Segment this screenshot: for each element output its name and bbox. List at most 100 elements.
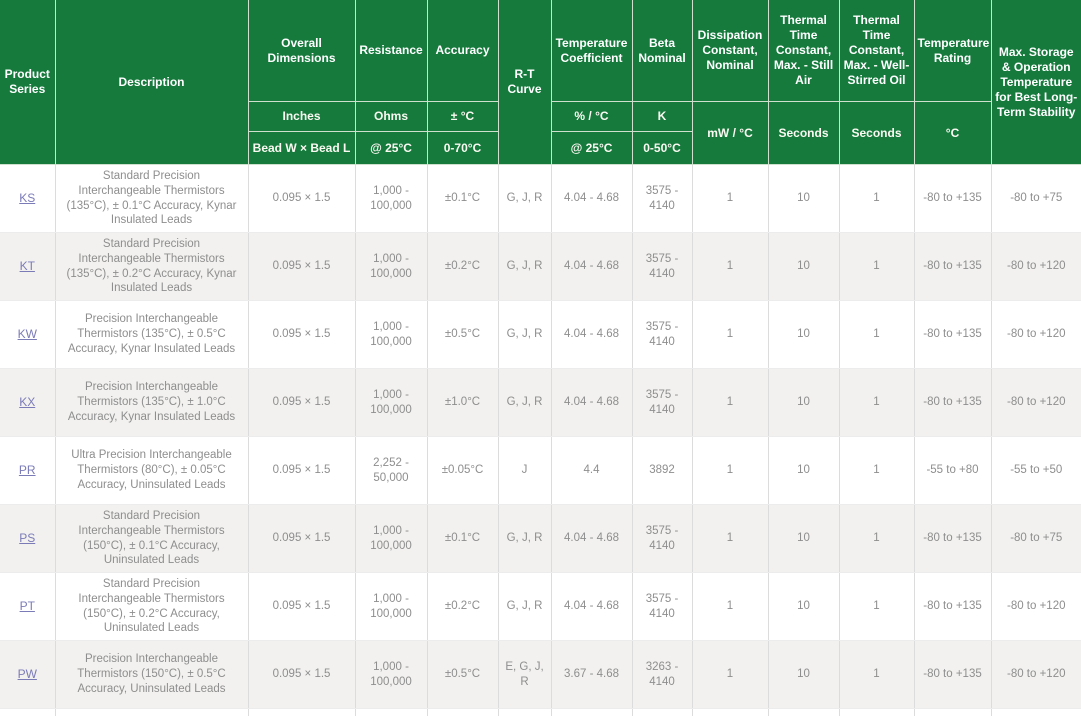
subheader-temp-rating-unit: °C: [913, 101, 991, 165]
product-series-cell: PS: [0, 504, 56, 573]
dimensions-cell: 0.095 × 1.5: [248, 368, 356, 437]
ttc-stirred-oil-cell: 1: [839, 640, 915, 709]
subheader-overall-unit: Inches: [248, 101, 356, 132]
table-header: Product Series Description Overall Dimen…: [0, 0, 1081, 165]
description-cell: Precision Interchangeable Thermistors (1…: [55, 368, 249, 437]
rt-curve-cell: G, J, R: [498, 504, 552, 573]
product-series-link[interactable]: PR: [18, 462, 36, 477]
table-row: KW Precision Interchangeable Thermistors…: [0, 300, 1081, 369]
beta-nominal-cell: 3263 - 4140: [632, 708, 693, 716]
ttc-still-air-cell: 10: [768, 368, 840, 437]
ttc-stirred-oil-cell: 1: [839, 164, 915, 233]
max-storage-cell: -55 to +50: [991, 436, 1081, 505]
accuracy-cell: ±0.2°C: [427, 572, 499, 641]
dissipation-cell: 1: [692, 164, 769, 233]
subheader-resistance-unit: Ohms: [354, 101, 428, 132]
dimensions-cell: 0.095 × 1.5: [248, 572, 356, 641]
product-series-link[interactable]: KW: [17, 326, 37, 341]
product-series-link[interactable]: KT: [19, 258, 35, 273]
product-series-cell: PR: [0, 436, 56, 505]
product-series-cell: PX: [0, 708, 56, 716]
product-series-cell: KX: [0, 368, 56, 437]
beta-nominal-cell: 3575 - 4140: [632, 300, 693, 369]
col-header-ttc-still-air: Thermal Time Constant, Max. - Still Air: [767, 0, 840, 102]
subheader-ttc-oil-unit: Seconds: [838, 101, 915, 165]
col-header-max-storage: Max. Storage & Operation Temperature for…: [990, 0, 1081, 165]
col-header-overall-dimensions: Overall Dimensions: [247, 0, 356, 102]
col-header-temp-coefficient: Temperature Coefficient: [550, 0, 633, 102]
col-header-resistance: Resistance: [354, 0, 428, 102]
dissipation-cell: 1: [692, 572, 769, 641]
product-series-link[interactable]: PW: [17, 666, 37, 681]
beta-nominal-cell: 3575 - 4140: [632, 504, 693, 573]
temp-coefficient-cell: 4.04 - 4.68: [551, 504, 633, 573]
product-series-cell: KW: [0, 300, 56, 369]
temp-coefficient-cell: 4.04 - 4.68: [551, 368, 633, 437]
dimensions-cell: 0.095 × 1.5: [248, 504, 356, 573]
ttc-stirred-oil-cell: 1: [839, 572, 915, 641]
temperature-rating-cell: -80 to +135: [914, 300, 992, 369]
ttc-stirred-oil-cell: 1: [839, 300, 915, 369]
temperature-rating-cell: -80 to +135: [914, 368, 992, 437]
dimensions-cell: 0.095 × 1.5: [248, 300, 356, 369]
resistance-cell: 1,000 - 100,000: [355, 640, 428, 709]
ttc-stirred-oil-cell: 1: [839, 232, 915, 301]
max-storage-cell: -80 to +120: [991, 232, 1081, 301]
temp-coefficient-cell: 4.04 - 4.68: [551, 572, 633, 641]
accuracy-cell: ±1.0°C: [427, 368, 499, 437]
col-header-description: Description: [54, 0, 249, 165]
subheader-accuracy-range: 0-70°C: [426, 131, 499, 165]
product-series-cell: PT: [0, 572, 56, 641]
ttc-still-air-cell: 10: [768, 436, 840, 505]
temperature-rating-cell: -80 to +135: [914, 504, 992, 573]
ttc-stirred-oil-cell: 1: [839, 504, 915, 573]
subheader-overall-range: Bead W × Bead L: [248, 131, 356, 165]
max-storage-cell: -80 to +120: [991, 708, 1081, 716]
rt-curve-cell: J: [498, 436, 552, 505]
resistance-cell: 1,000 - 100,000: [355, 368, 428, 437]
ttc-still-air-cell: 10: [768, 300, 840, 369]
resistance-cell: 2,252 - 50,000: [355, 436, 428, 505]
subheader-beta-unit: K: [631, 101, 693, 132]
product-series-cell: KT: [0, 232, 56, 301]
dimensions-cell: 0.095 × 1.5: [248, 708, 356, 716]
dissipation-cell: 1: [692, 368, 769, 437]
temp-coefficient-cell: 4.04 - 4.68: [551, 300, 633, 369]
product-series-link[interactable]: KS: [19, 190, 36, 205]
temp-coefficient-cell: 3.67 - 4.68: [551, 640, 633, 709]
max-storage-cell: -80 to +75: [991, 164, 1081, 233]
dimensions-cell: 0.095 × 1.5: [248, 164, 356, 233]
ttc-still-air-cell: 10: [768, 232, 840, 301]
dimensions-cell: 0.095 × 1.5: [248, 640, 356, 709]
ttc-still-air-cell: 10: [768, 572, 840, 641]
description-cell: Standard Precision Interchangeable Therm…: [55, 164, 249, 233]
resistance-cell: 1,000 - 100,000: [355, 300, 428, 369]
subheader-ttc-air-unit: Seconds: [767, 101, 840, 165]
description-cell: Standard Precision Interchangeable Therm…: [55, 504, 249, 573]
product-series-link[interactable]: KX: [19, 394, 36, 409]
description-cell: Standard Precision Interchangeable Therm…: [55, 572, 249, 641]
product-series-link[interactable]: PT: [19, 598, 35, 613]
product-series-link[interactable]: PS: [19, 530, 36, 545]
ttc-still-air-cell: 10: [768, 164, 840, 233]
table-row: PT Standard Precision Interchangeable Th…: [0, 572, 1081, 641]
dissipation-cell: 1: [692, 436, 769, 505]
dissipation-cell: 1: [692, 708, 769, 716]
rt-curve-cell: E, G, J, R: [498, 640, 552, 709]
accuracy-cell: ±0.5°C: [427, 300, 499, 369]
dissipation-cell: 1: [692, 300, 769, 369]
beta-nominal-cell: 3575 - 4140: [632, 572, 693, 641]
max-storage-cell: -80 to +75: [991, 504, 1081, 573]
temp-coefficient-cell: 4.04 - 4.68: [551, 232, 633, 301]
subheader-temp-coeff-unit: % / °C: [550, 101, 633, 132]
accuracy-cell: ±0.05°C: [427, 436, 499, 505]
resistance-cell: 1,000 - 100,000: [355, 708, 428, 716]
beta-nominal-cell: 3575 - 4140: [632, 232, 693, 301]
ttc-stirred-oil-cell: 1: [839, 708, 915, 716]
temperature-rating-cell: -80 to +135: [914, 164, 992, 233]
max-storage-cell: -80 to +120: [991, 572, 1081, 641]
col-header-dissipation-constant: Dissipation Constant, Nominal: [691, 0, 769, 102]
col-header-temperature-rating: Temperature Rating: [913, 0, 992, 102]
rt-curve-cell: G, J, R: [498, 572, 552, 641]
